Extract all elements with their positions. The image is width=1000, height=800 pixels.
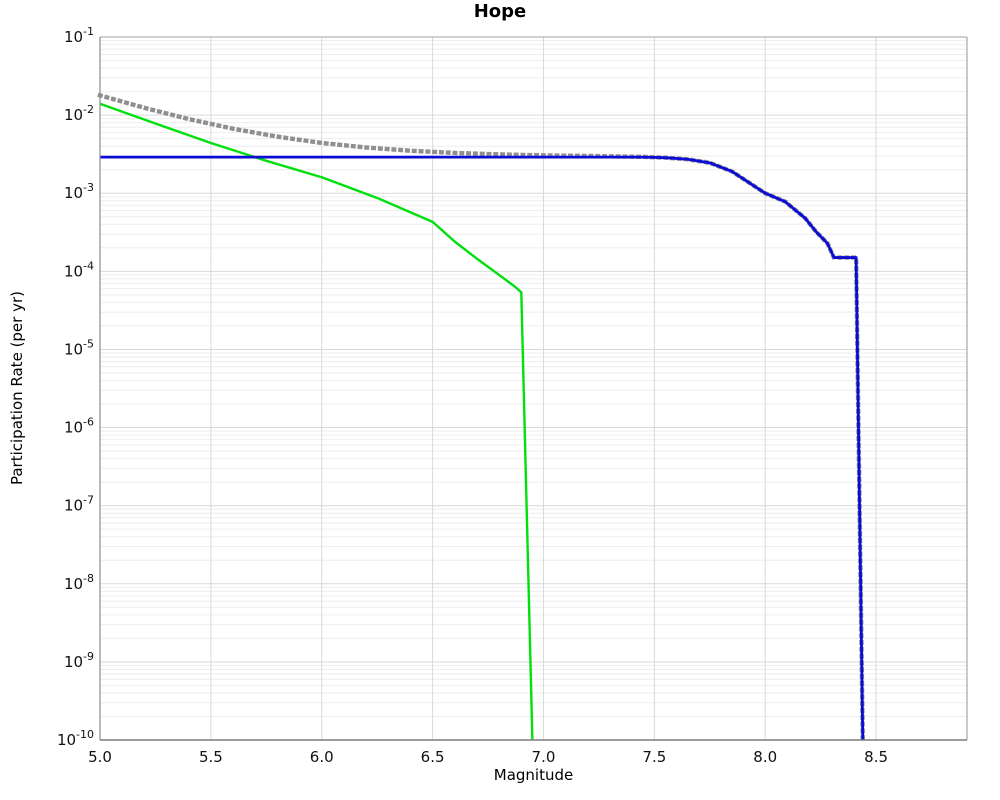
plot-background (100, 37, 967, 740)
y-tick-label: 10-8 (64, 572, 94, 593)
series-blue-rate-line (100, 155, 865, 741)
y-tick-label: 10-7 (64, 494, 94, 515)
y-tick-label: 10-5 (64, 337, 94, 358)
y-tick-label: 10-9 (64, 650, 94, 671)
x-tick-label: 5.5 (199, 748, 223, 766)
series-green-rate-line (99, 102, 534, 741)
y-tick-label: 10-2 (64, 103, 94, 124)
y-tick-label: 10-6 (64, 416, 94, 437)
x-tick-label: 8.0 (753, 748, 777, 766)
x-tick-label: 7.0 (532, 748, 556, 766)
y-axis-label: Participation Rate (per yr) (8, 290, 26, 486)
x-tick-label: 6.5 (421, 748, 445, 766)
y-tick-label: 10-4 (64, 259, 94, 280)
x-tick-label: 8.5 (864, 748, 888, 766)
x-tick-label: 7.5 (642, 748, 666, 766)
x-tick-label: 5.0 (88, 748, 112, 766)
y-tick-label: 10-1 (64, 25, 94, 46)
x-tick-label: 6.0 (310, 748, 334, 766)
chart-title: Hope (473, 1, 527, 22)
y-tick-label: 10-10 (57, 728, 94, 749)
y-tick-label: 10-3 (64, 181, 94, 202)
x-axis-label: Magnitude (493, 766, 574, 784)
